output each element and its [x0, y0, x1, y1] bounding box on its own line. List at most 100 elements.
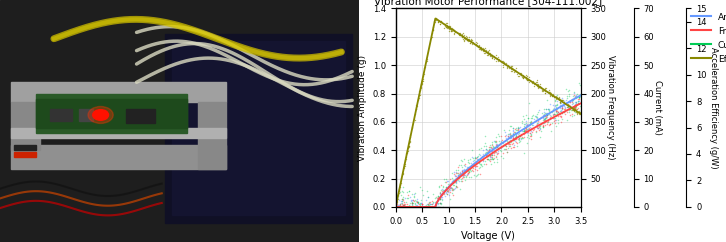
Point [449, 179, 461, 183]
Point [422, 205, 433, 209]
Point [502, 142, 514, 146]
Point [568, 101, 579, 105]
Point [541, 98, 552, 102]
Point [438, 188, 449, 192]
Bar [11, 145, 227, 169]
Point [536, 121, 547, 125]
Point [406, 198, 417, 202]
Point [436, 202, 447, 206]
Point [492, 152, 503, 156]
Point [393, 193, 404, 197]
Point [410, 107, 422, 111]
Point [402, 205, 414, 209]
Point [401, 200, 412, 204]
Point [436, 197, 447, 201]
Point [556, 117, 568, 121]
Point [477, 158, 489, 162]
Point [427, 27, 439, 31]
Point [510, 136, 522, 139]
Point [496, 149, 507, 153]
Point [479, 46, 491, 50]
Point [505, 135, 517, 138]
Point [427, 205, 439, 209]
Point [515, 72, 527, 76]
Point [573, 94, 584, 98]
Point [405, 205, 417, 209]
Point [543, 109, 555, 113]
Point [482, 154, 494, 158]
Point [444, 24, 455, 28]
Point [541, 113, 552, 117]
Point [543, 108, 555, 112]
Point [394, 202, 406, 206]
Point [473, 147, 485, 151]
Point [571, 107, 583, 111]
Point [550, 98, 561, 102]
Point [396, 197, 407, 201]
Point [564, 100, 576, 104]
Point [486, 148, 497, 152]
Point [482, 154, 494, 158]
Point [473, 154, 484, 158]
Point [501, 141, 513, 145]
Point [562, 103, 574, 107]
Point [518, 128, 530, 131]
Point [429, 20, 441, 24]
Bar [197, 102, 227, 169]
Point [416, 79, 428, 83]
Point [454, 174, 465, 178]
Point [438, 177, 449, 181]
Point [448, 171, 460, 174]
Point [526, 120, 537, 124]
Point [471, 41, 483, 45]
Point [473, 166, 485, 170]
Point [475, 45, 486, 48]
Point [568, 108, 580, 112]
Point [539, 118, 551, 121]
Point [480, 153, 492, 157]
Point [492, 148, 504, 151]
Point [470, 174, 481, 178]
Point [556, 96, 568, 100]
Point [444, 186, 455, 190]
Point [424, 203, 436, 206]
Point [399, 205, 410, 209]
Point [563, 110, 574, 114]
Point [399, 162, 411, 166]
Point [497, 141, 508, 144]
Point [564, 101, 576, 105]
Point [457, 171, 469, 175]
Point [402, 205, 414, 209]
Point [460, 170, 471, 174]
Point [462, 39, 473, 43]
Point [433, 197, 445, 201]
Point [555, 120, 567, 124]
Point [486, 53, 497, 57]
Point [495, 139, 507, 143]
Bar [11, 102, 39, 150]
Point [401, 202, 413, 206]
Point [512, 141, 523, 144]
Point [399, 205, 411, 209]
Point [555, 99, 567, 103]
Bar [15, 145, 36, 150]
Point [541, 115, 552, 119]
Point [526, 124, 538, 128]
Point [473, 47, 485, 51]
Point [449, 173, 461, 177]
Point [489, 54, 500, 58]
Point [548, 95, 560, 99]
Point [532, 110, 544, 114]
Point [486, 156, 497, 159]
Point [416, 202, 428, 206]
Point [540, 116, 552, 120]
Point [470, 43, 481, 47]
Point [436, 201, 447, 205]
Point [400, 155, 412, 159]
Point [427, 192, 439, 196]
Point [538, 117, 550, 121]
Point [454, 179, 466, 183]
Point [486, 153, 497, 157]
Point [391, 205, 403, 209]
Point [481, 162, 492, 166]
